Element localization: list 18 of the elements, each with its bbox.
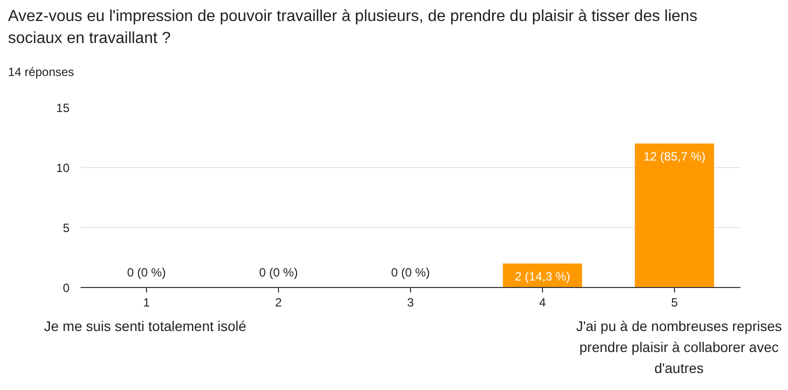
data-label: 12 (85,7 %) (643, 150, 706, 164)
chart-subtitle: 14 réponses (8, 64, 74, 81)
x-tick-label: 2 (275, 296, 282, 310)
x-tick-label: 4 (539, 296, 546, 310)
x-tick-label: 5 (671, 296, 678, 310)
data-label: 2 (14,3 %) (514, 270, 570, 284)
y-tick-label: 5 (62, 221, 70, 235)
y-tick-label: 15 (56, 101, 70, 115)
x-tick-label: 3 (407, 296, 414, 310)
text: Je me suis senti totalement isolé (44, 317, 246, 336)
x-tick-label: 1 (143, 296, 150, 310)
text: J'ai pu à de nombreuses reprises prendre plaisir à collaborer avec d'autres (575, 317, 783, 378)
data-label: 0 (0 %) (391, 266, 430, 280)
y-tick-label: 0 (62, 281, 70, 295)
data-label: 0 (0 %) (127, 266, 166, 280)
chart-title: Avez-vous eu l'impression de pouvoir travailler à plusieurs, de prendre du plaisir à tisser des liens sociaux en travaillant ? (8, 7, 698, 49)
data-label: 0 (0 %) (259, 266, 298, 280)
y-tick-label: 10 (56, 161, 70, 175)
